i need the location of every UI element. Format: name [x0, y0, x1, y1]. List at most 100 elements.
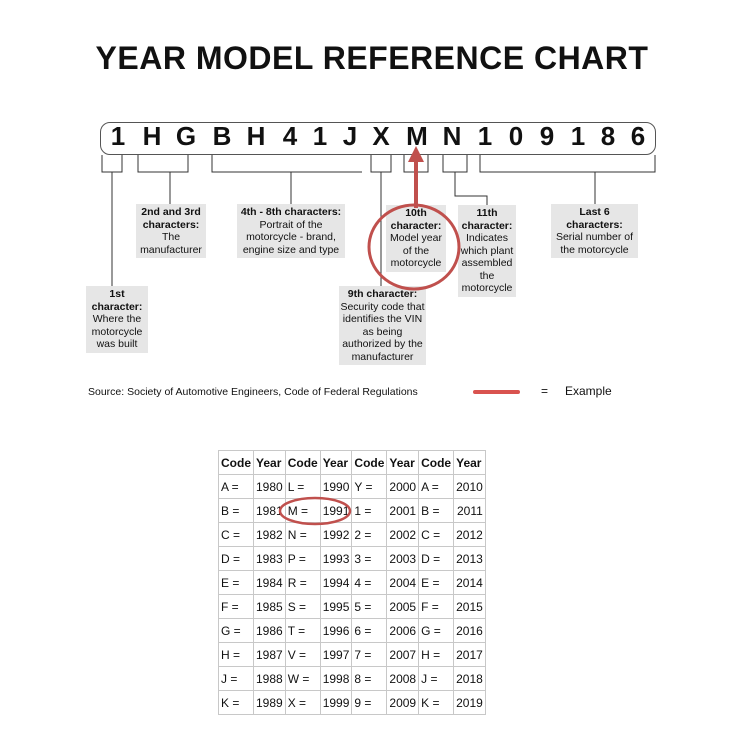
column-header: Code: [351, 450, 388, 475]
column-header: Code: [418, 450, 455, 475]
year-cell: 2000: [386, 474, 420, 499]
column-header: Year: [453, 450, 486, 475]
year-cell: 2011: [453, 498, 486, 523]
vin-char: 1: [110, 121, 126, 151]
code-cell: 9 =: [351, 690, 388, 715]
vin-char: J: [342, 121, 358, 151]
code-cell: S =: [284, 594, 321, 619]
year-cell: 2014: [453, 570, 486, 595]
source-note: Source: Society of Automotive Engineers,…: [88, 386, 418, 398]
label-9th: 9th character: Security code that identif…: [339, 286, 426, 365]
bracket-4th-8th: [211, 155, 362, 205]
year-cell: 1980: [253, 474, 286, 499]
table-row: J = 1988 W = 1998 8 = 2008 J = 2018: [218, 666, 486, 691]
year-cell: 2001: [386, 498, 420, 523]
column-header: Code: [218, 450, 254, 475]
vin-char: G: [175, 121, 197, 151]
vin-char: N: [442, 121, 462, 151]
code-cell: K =: [418, 690, 455, 715]
column-header: Year: [253, 450, 286, 475]
vin-box: [100, 122, 656, 155]
year-cell: 1983: [253, 546, 286, 571]
code-cell: R =: [284, 570, 321, 595]
code-cell: E =: [418, 570, 455, 595]
table-row: E = 1984 R = 1994 4 = 2004 E = 2014: [218, 570, 486, 595]
table-row: D = 1983 P = 1993 3 = 2003 D = 2013: [218, 546, 486, 571]
year-cell: 2002: [386, 522, 420, 547]
year-cell: 1986: [253, 618, 286, 643]
code-cell: Y =: [351, 474, 388, 499]
vin-char: M: [406, 121, 428, 151]
vin-char: 4: [282, 121, 298, 151]
label-1st: 1st character: Where the motorcycle was b…: [86, 286, 148, 353]
bracket-last-6: [479, 155, 656, 205]
code-cell: B =: [418, 498, 455, 523]
code-cell: B =: [218, 498, 254, 523]
year-cell: 2007: [386, 642, 420, 667]
column-header: Code: [284, 450, 321, 475]
vin-char: 1: [312, 121, 328, 151]
label-10th: 10th character: Model year of the motorcy…: [386, 205, 446, 272]
vin-char: H: [246, 121, 266, 151]
year-cell: 2019: [453, 690, 486, 715]
year-cell: 2012: [453, 522, 486, 547]
year-cell: 1984: [253, 570, 286, 595]
code-cell: D =: [418, 546, 455, 571]
table-row: C = 1982 N = 1992 2 = 2002 C = 2012: [218, 522, 486, 547]
vin-char: 1: [570, 121, 586, 151]
year-cell: 2015: [453, 594, 486, 619]
legend-equals: =: [541, 384, 549, 398]
year-cell: 1992: [319, 522, 353, 547]
year-cell: 2006: [386, 618, 420, 643]
year-cell: 1989: [253, 690, 286, 715]
legend-example-label: Example: [565, 384, 612, 398]
code-cell: K =: [218, 690, 254, 715]
vin-char: 9: [539, 121, 555, 151]
table-row: B = 1981 M = 1991 1 = 2001 B = 2011: [218, 498, 486, 523]
year-cell: 1999: [319, 690, 353, 715]
highlight-circle-10th: [367, 203, 461, 291]
label-last-6: Last 6 characters: Serial number of the m…: [551, 204, 638, 258]
code-cell: 4 =: [351, 570, 388, 595]
highlight-circle-m-1991: [278, 496, 352, 526]
vin-char: 1: [477, 121, 493, 151]
highlight-arrow-head: [408, 146, 424, 162]
year-cell: 1993: [319, 546, 353, 571]
code-cell: C =: [418, 522, 455, 547]
code-cell: 6 =: [351, 618, 388, 643]
column-header: Year: [386, 450, 420, 475]
page-title: YEAR MODEL REFERENCE CHART: [95, 40, 649, 76]
bracket-1st: [101, 155, 123, 290]
year-cell: 2003: [386, 546, 420, 571]
label-4th-8th: 4th - 8th characters: Portrait of the mot…: [237, 204, 345, 258]
label-11th: 11th character: Indicates which plant ass…: [458, 205, 516, 297]
code-cell: 7 =: [351, 642, 388, 667]
code-cell: G =: [418, 618, 455, 643]
bracket-9th: [370, 155, 392, 287]
vin-char: 0: [508, 121, 524, 151]
code-cell: J =: [218, 666, 254, 691]
year-cell: 1997: [319, 642, 353, 667]
year-code-table: Code Year Code Year Code Year Code Year A = 1980…: [218, 450, 486, 715]
code-cell: J =: [418, 666, 455, 691]
vin-char: H: [142, 121, 162, 151]
vin-char: 8: [600, 121, 616, 151]
bracket-2nd-3rd: [137, 155, 189, 205]
table-row: H = 1987 V = 1997 7 = 2007 H = 2017: [218, 642, 486, 667]
code-cell: 5 =: [351, 594, 388, 619]
year-cell: 2013: [453, 546, 486, 571]
code-cell: 1 =: [351, 498, 388, 523]
year-cell: 2010: [453, 474, 486, 499]
year-cell: 2004: [386, 570, 420, 595]
table-row: K = 1989 X = 1999 9 = 2009 K = 2019: [218, 690, 486, 715]
bracket-11th: [442, 155, 488, 207]
code-cell: D =: [218, 546, 254, 571]
code-cell: W =: [284, 666, 321, 691]
code-cell: 8 =: [351, 666, 388, 691]
label-2nd-3rd: 2nd and 3rd characters: The manufacturer: [136, 204, 206, 258]
table-row: F = 1985 S = 1995 5 = 2005 F = 2015: [218, 594, 486, 619]
code-cell: G =: [218, 618, 254, 643]
year-cell: 1987: [253, 642, 286, 667]
